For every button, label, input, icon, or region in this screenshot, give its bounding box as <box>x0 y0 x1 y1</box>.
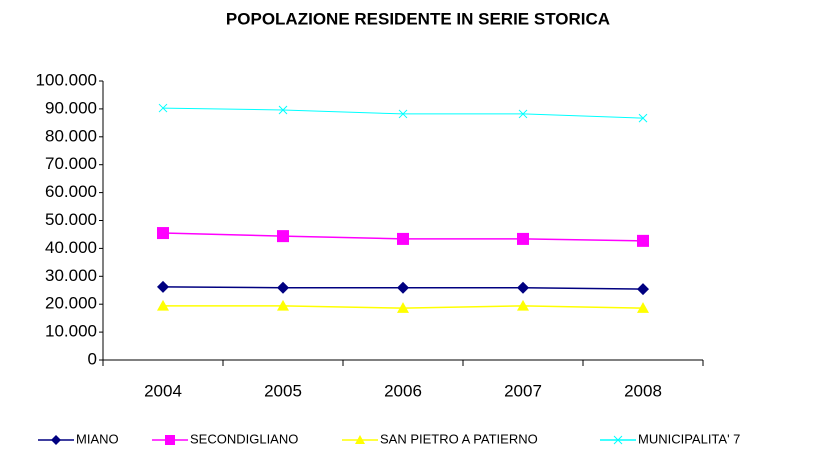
y-tick-label: 100.000 <box>36 70 97 89</box>
y-tick-label: 80.000 <box>45 126 97 145</box>
legend-label: MUNICIPALITA' 7 <box>638 431 740 446</box>
marker <box>157 280 169 293</box>
marker <box>518 109 528 119</box>
marker <box>277 230 289 243</box>
marker <box>613 435 623 445</box>
marker <box>277 299 289 311</box>
y-tick-label: 30.000 <box>45 266 97 285</box>
x-tick-label: 2008 <box>624 381 662 400</box>
marker <box>397 302 409 313</box>
marker <box>517 299 529 311</box>
marker <box>517 232 529 245</box>
y-tick-label: 20.000 <box>45 294 97 313</box>
marker <box>397 232 409 245</box>
chart-title: POPOLAZIONE RESIDENTE IN SERIE STORICA <box>226 9 610 28</box>
series-line <box>162 107 644 119</box>
legend-label: SAN PIETRO A PATIERNO <box>380 431 538 446</box>
y-tick-label: 60.000 <box>45 182 97 201</box>
y-tick-label: 70.000 <box>45 154 97 173</box>
x-tick-label: 2005 <box>264 381 302 400</box>
marker <box>277 281 289 294</box>
y-tick-label: 0 <box>88 349 97 368</box>
x-tick-label: 2004 <box>144 381 182 400</box>
marker <box>398 109 408 119</box>
marker <box>51 435 61 445</box>
x-tick-label: 2007 <box>504 381 542 400</box>
legend-label: SECONDIGLIANO <box>190 431 298 446</box>
marker <box>517 281 529 294</box>
legend-label: MIANO <box>76 431 119 446</box>
marker <box>355 435 365 444</box>
y-tick-label: 90.000 <box>45 98 97 117</box>
marker <box>278 105 288 115</box>
marker <box>165 435 175 445</box>
marker <box>157 227 169 240</box>
marker <box>637 234 649 247</box>
y-tick-label: 50.000 <box>45 210 97 229</box>
marker <box>637 283 649 296</box>
marker <box>397 281 409 294</box>
marker <box>157 299 169 311</box>
x-tick-label: 2006 <box>384 381 422 400</box>
marker <box>637 302 649 313</box>
marker <box>638 113 648 123</box>
marker <box>158 103 168 113</box>
y-tick-label: 40.000 <box>45 238 97 257</box>
y-tick-label: 10.000 <box>45 322 97 341</box>
